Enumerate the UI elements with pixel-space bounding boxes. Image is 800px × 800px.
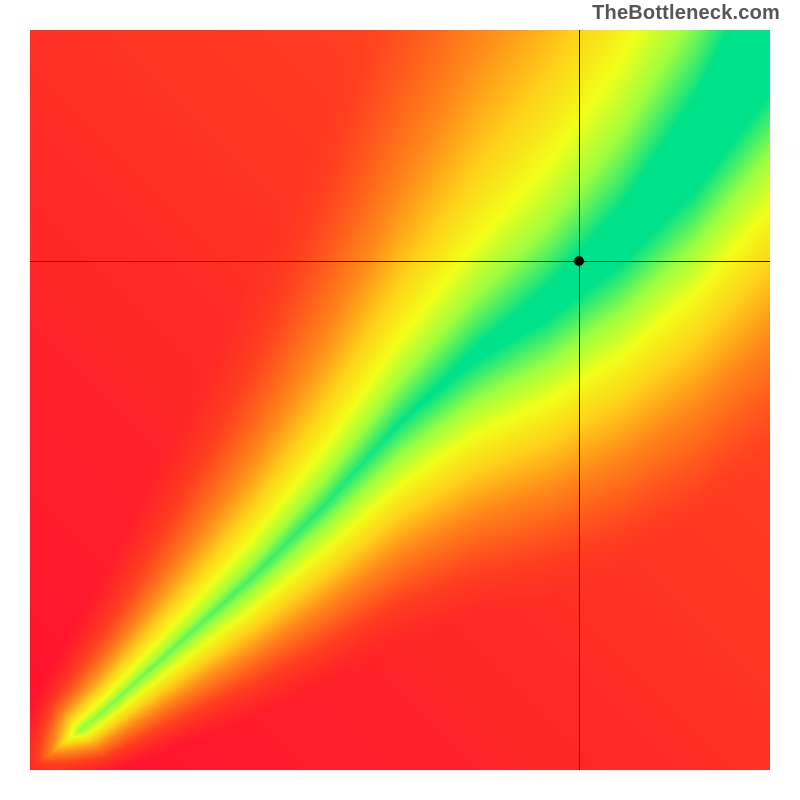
crosshair-vertical [579,30,580,770]
heatmap-canvas [30,30,770,770]
crosshair-marker [574,256,584,266]
crosshair-horizontal [30,261,770,262]
watermark-text: TheBottleneck.com [592,2,780,25]
heatmap-plot [30,30,770,770]
